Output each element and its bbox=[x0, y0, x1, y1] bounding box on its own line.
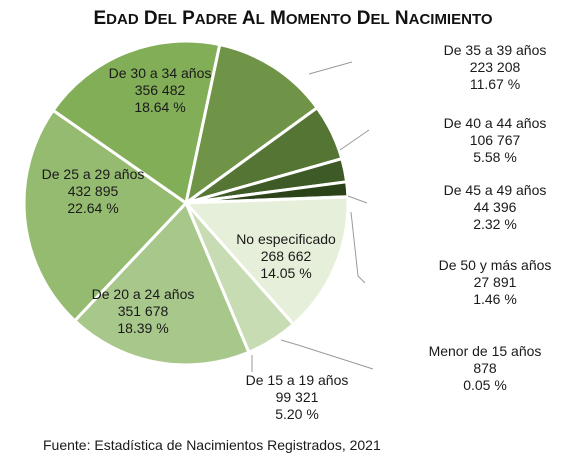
slice-value-5: 268 662 bbox=[261, 248, 312, 264]
pie-slice-5 bbox=[184, 195, 350, 326]
slice-percent-5: 14.05 % bbox=[260, 265, 311, 281]
slice-label-1: De 40 a 44 años bbox=[444, 115, 547, 131]
slice-value-9: 356 482 bbox=[135, 82, 186, 98]
slice-value-4: 878 bbox=[473, 360, 497, 376]
slice-value-7: 351 678 bbox=[118, 303, 169, 319]
leader-line-2 bbox=[347, 195, 368, 204]
slice-label-4: Menor de 15 años bbox=[429, 343, 542, 359]
slice-percent-0: 11.67 % bbox=[470, 76, 520, 92]
slice-value-3: 27 891 bbox=[474, 274, 517, 290]
slice-percent-9: 18.64 % bbox=[134, 99, 185, 115]
slice-percent-6: 5.20 % bbox=[275, 406, 319, 422]
leader-lines bbox=[251, 61, 374, 372]
slice-percent-3: 1.46 % bbox=[473, 291, 517, 307]
slice-value-2: 44 396 bbox=[474, 199, 517, 215]
chart-title: EDAD DEL PADRE AL MOMENTO DEL NACIMIENTO bbox=[93, 8, 492, 29]
slice-percent-4: 0.05 % bbox=[463, 377, 507, 393]
leader-line-0 bbox=[308, 61, 353, 75]
slice-label-7: De 20 a 24 años bbox=[92, 286, 195, 302]
pie-slice-0 bbox=[184, 43, 319, 205]
chart-source: Fuente: Estadística de Nacimientos Regis… bbox=[43, 437, 381, 453]
leader-line-4 bbox=[280, 339, 374, 370]
slice-label-3: De 50 y más años bbox=[439, 257, 552, 273]
slice-label-0: De 35 a 39 años bbox=[444, 42, 547, 58]
slice-percent-1: 5.58 % bbox=[473, 149, 517, 165]
slice-percent-2: 2.32 % bbox=[473, 216, 517, 232]
slice-percent-7: 18.39 % bbox=[117, 320, 168, 336]
slice-label-5: No especificado bbox=[236, 231, 336, 247]
slice-value-0: 223 208 bbox=[470, 59, 521, 75]
slice-value-6: 99 321 bbox=[276, 389, 319, 405]
pie-slice-9 bbox=[51, 39, 222, 205]
slice-label-2: De 45 a 49 años bbox=[444, 182, 547, 198]
leader-line-3 bbox=[350, 211, 366, 284]
slice-label-8: De 25 a 29 años bbox=[42, 166, 145, 182]
leader-line-1 bbox=[339, 129, 370, 151]
slice-value-1: 106 767 bbox=[470, 132, 521, 148]
chart-title-text: EDAD DEL PADRE AL MOMENTO DEL NACIMIENTO bbox=[93, 8, 492, 29]
slice-percent-8: 22.64 % bbox=[67, 200, 118, 216]
slice-value-8: 432 895 bbox=[68, 183, 119, 199]
slice-label-9: De 30 a 34 años bbox=[109, 65, 212, 81]
pie-slices bbox=[22, 39, 350, 367]
pie-slice-7 bbox=[73, 201, 251, 367]
pie-slice-8 bbox=[22, 108, 188, 323]
slice-label-6: De 15 a 19 años bbox=[246, 372, 349, 388]
